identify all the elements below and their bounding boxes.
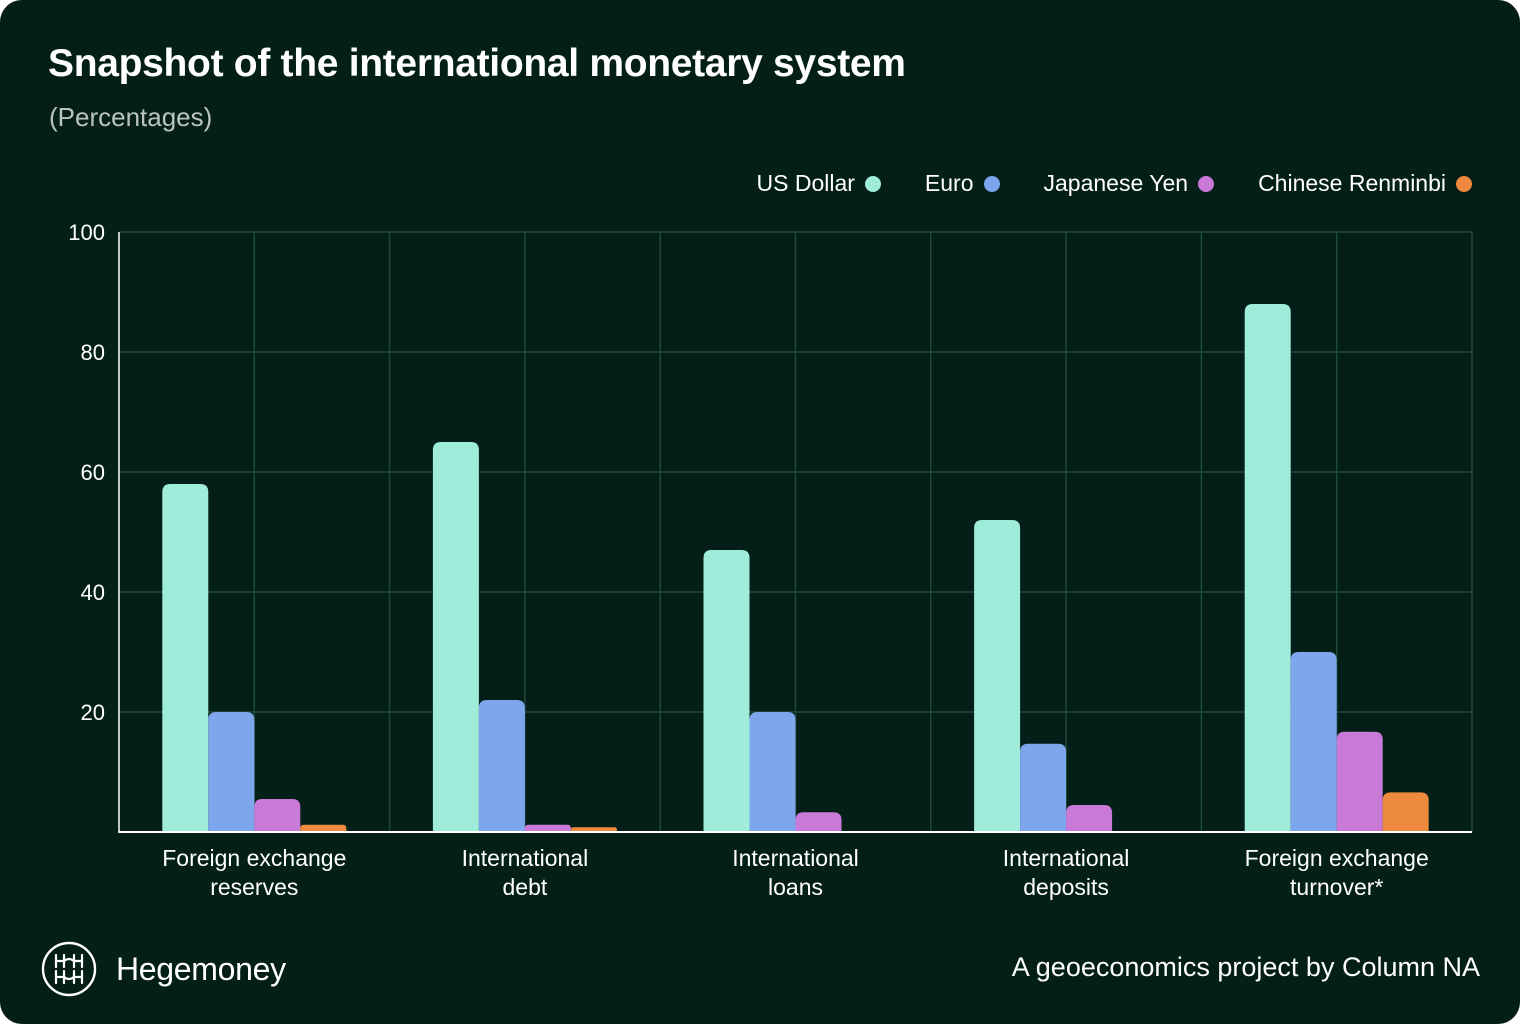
x-tick-label: International [1003, 845, 1130, 871]
bar-euro-3 [1020, 743, 1067, 832]
bar-euro-1 [478, 700, 525, 832]
chart-subtitle: (Percentages) [49, 102, 213, 132]
y-tick-label: 20 [81, 700, 105, 725]
x-tick-label: Foreign exchange [1245, 845, 1429, 871]
x-tick-label: debt [503, 874, 548, 900]
bar-chinese-renminbi-1 [570, 827, 617, 832]
legend-label: Chinese Renminbi [1258, 170, 1446, 196]
legend-item-chinese-renminbi: Chinese Renminbi [1258, 170, 1472, 197]
bar-us-dollar-0 [162, 484, 209, 832]
x-tick-label: loans [768, 874, 823, 900]
brand-block: Hegemoney [40, 940, 286, 998]
bar-us-dollar-3 [974, 520, 1021, 832]
credit-text: A geoeconomics project by Column NA [1011, 952, 1480, 982]
x-tick-label: Foreign exchange [162, 845, 346, 871]
bar-euro-4 [1290, 652, 1337, 832]
legend-label: US Dollar [756, 170, 855, 196]
x-tick-label: turnover* [1290, 874, 1383, 900]
legend-item-euro: Euro [925, 170, 1000, 197]
legend-swatch [1198, 175, 1215, 192]
brand-name: Hegemoney [116, 950, 286, 987]
legend-item-us-dollar: US Dollar [757, 170, 881, 197]
bar-japanese-yen-2 [795, 812, 842, 832]
bar-japanese-yen-4 [1336, 731, 1383, 832]
y-tick-label: 80 [81, 340, 105, 365]
x-tick-label: reserves [210, 874, 298, 900]
bar-japanese-yen-3 [1066, 805, 1113, 832]
bar-chinese-renminbi-4 [1382, 792, 1429, 832]
legend-swatch [864, 175, 881, 192]
bar-euro-2 [749, 712, 796, 832]
legend-swatch [1456, 175, 1472, 192]
legend-swatch [983, 175, 1000, 192]
x-tick-label: International [462, 845, 589, 871]
legend-item-japanese-yen: Japanese Yen [1044, 170, 1215, 197]
y-tick-label: 40 [81, 580, 105, 605]
legend: US Dollar Euro Japanese Yen Chinese Renminb… [757, 170, 1472, 197]
chart-title: Snapshot of the international monetary s… [48, 42, 906, 85]
x-tick-label: International [732, 845, 859, 871]
bar-us-dollar-1 [432, 442, 479, 832]
bar-us-dollar-4 [1244, 304, 1291, 832]
legend-label: Euro [924, 170, 974, 196]
legend-label: Japanese Yen [1043, 170, 1189, 196]
bar-us-dollar-2 [703, 550, 750, 832]
y-tick-label: 100 [68, 220, 105, 245]
bar-japanese-yen-0 [254, 799, 301, 832]
hegemoney-logo-icon [41, 941, 97, 997]
bar-euro-0 [208, 712, 255, 832]
y-tick-label: 60 [81, 460, 105, 485]
bar-chinese-renminbi-0 [300, 824, 347, 832]
bar-japanese-yen-1 [524, 824, 571, 832]
x-tick-label: deposits [1023, 874, 1109, 900]
